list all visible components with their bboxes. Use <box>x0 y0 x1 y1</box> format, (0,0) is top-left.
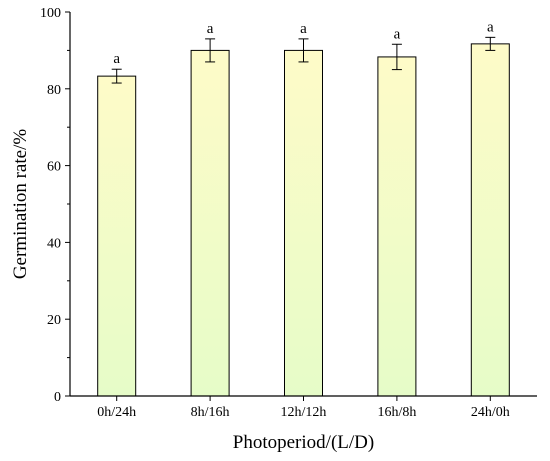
y-tick-label: 60 <box>47 160 61 175</box>
error-bar-24h/0h <box>485 36 496 51</box>
x-ticks-layer: 0h/24h 8h/16h 12h/12h 16h/8h 24h/0h <box>97 396 510 420</box>
significance-labels-layer: a a a a a <box>113 19 494 67</box>
significance-label-12h/12h: a <box>300 21 307 37</box>
y-tick-label: 20 <box>47 313 61 328</box>
x-tick-label: 12h/12h <box>281 405 327 420</box>
significance-label-16h/8h: a <box>394 26 401 42</box>
y-tick-label: 0 <box>54 390 61 405</box>
x-tick-label: 16h/8h <box>377 405 416 420</box>
y-ticks-layer: 0 20 40 60 80 100 <box>40 6 70 405</box>
bar-16h/8h <box>377 56 417 397</box>
bar-0h/24h <box>97 75 137 397</box>
y-tick-label: 40 <box>47 236 61 251</box>
y-tick-label: 100 <box>40 6 61 21</box>
significance-label-0h/24h: a <box>113 51 120 67</box>
bars-layer <box>97 43 510 397</box>
error-bar-0h/24h <box>111 68 122 84</box>
x-axis-title: Photoperiod/(L/D) <box>233 432 374 453</box>
y-axis-title: Germination rate/% <box>10 129 31 280</box>
significance-label-8h/16h: a <box>207 21 214 37</box>
x-tick-label: 24h/0h <box>471 405 510 420</box>
error-bar-8h/16h <box>205 38 216 63</box>
bar-8h/16h <box>190 49 230 397</box>
significance-label-24h/0h: a <box>487 19 494 35</box>
error-bar-12h/12h <box>298 38 309 63</box>
y-tick-label: 80 <box>47 83 61 98</box>
bar-24h/0h <box>470 43 510 397</box>
x-tick-label: 0h/24h <box>97 405 136 420</box>
error-bars-layer <box>111 36 496 84</box>
bar-12h/12h <box>284 49 323 397</box>
x-tick-label: 8h/16h <box>191 405 230 420</box>
error-bar-16h/8h <box>391 43 402 71</box>
